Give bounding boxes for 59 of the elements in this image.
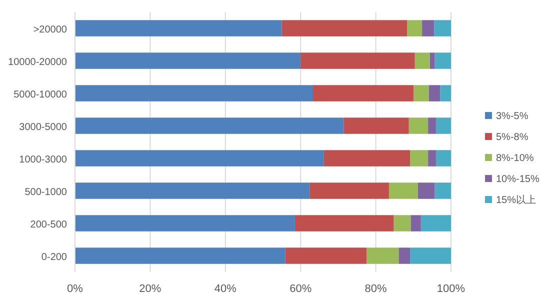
bar <box>394 215 411 232</box>
bar <box>434 52 451 69</box>
y-tick-label: 3000-5000 <box>19 122 68 133</box>
bar <box>75 85 314 102</box>
bar <box>282 20 408 36</box>
bar <box>75 52 301 69</box>
legend-label: 10%-15% <box>496 174 540 185</box>
x-tick-label: 100% <box>436 283 466 295</box>
bar <box>434 182 451 199</box>
bar <box>294 215 394 232</box>
bar <box>310 182 389 199</box>
bar <box>410 150 428 166</box>
bar <box>407 20 422 36</box>
bar <box>408 118 428 134</box>
bar <box>436 118 451 134</box>
bar <box>388 182 418 199</box>
bar <box>428 118 436 134</box>
x-tick-label: 60% <box>290 283 312 295</box>
legend-label: 5%-8% <box>496 132 528 143</box>
y-tick-label: 200-500 <box>30 219 68 230</box>
bar <box>75 248 286 264</box>
bar <box>75 182 310 199</box>
bar <box>436 150 451 166</box>
bar <box>75 118 344 134</box>
bar <box>420 215 451 232</box>
bar <box>428 85 440 102</box>
y-tick-label: 0-200 <box>41 252 68 263</box>
legend-label: 15%以上 <box>496 194 536 206</box>
x-tick-label: 80% <box>364 283 388 295</box>
bar <box>300 52 415 69</box>
bar <box>313 85 414 102</box>
bar <box>75 215 295 232</box>
bar <box>430 52 435 69</box>
legend-label: 3%-5% <box>496 111 528 122</box>
bar <box>434 20 451 36</box>
y-tick-label: 10000-20000 <box>8 56 68 68</box>
bar <box>428 150 436 166</box>
x-tick-label: 0% <box>67 283 84 295</box>
bar <box>418 182 435 199</box>
bar <box>398 248 410 264</box>
x-tick-label: 40% <box>214 283 237 295</box>
bar <box>344 118 409 134</box>
bar <box>440 85 451 102</box>
bar <box>75 150 324 166</box>
y-tick-label: 1000-3000 <box>19 154 68 166</box>
bar <box>414 52 430 69</box>
bar <box>414 85 429 102</box>
bar <box>285 248 367 264</box>
y-tick-label: 500-1000 <box>24 186 68 198</box>
bar <box>410 215 421 232</box>
y-tick-label: 5000-10000 <box>14 89 68 100</box>
bar <box>366 248 399 264</box>
bar <box>410 248 451 264</box>
x-tick-label: 20% <box>139 283 162 295</box>
bar <box>75 20 282 36</box>
bar <box>324 150 410 166</box>
y-tick-label: >20000 <box>33 24 68 36</box>
legend-label: 8%-10% <box>496 153 534 164</box>
bar <box>422 20 434 36</box>
